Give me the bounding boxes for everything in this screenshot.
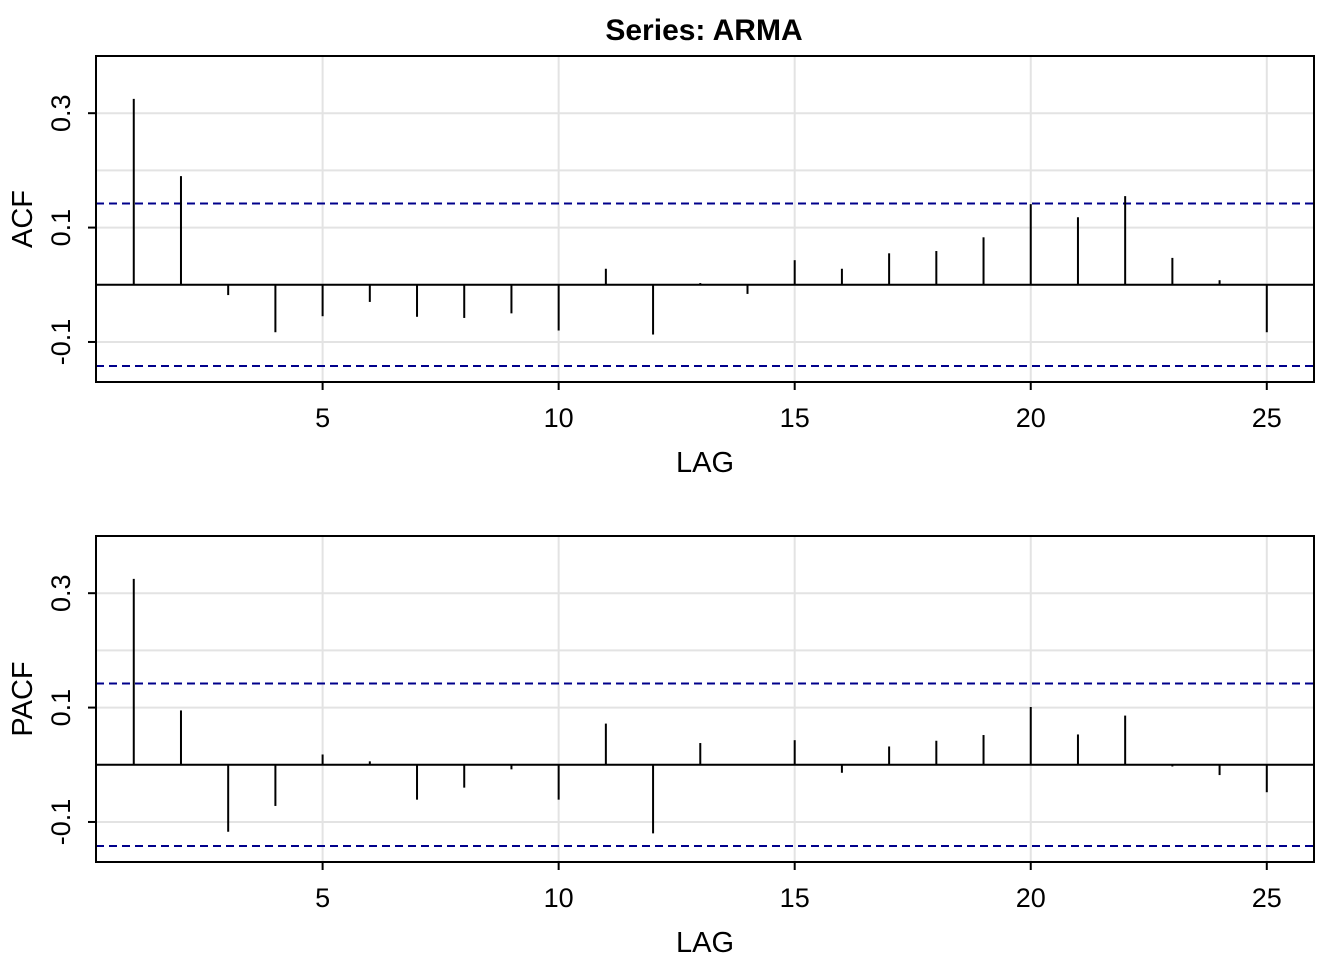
pacf-ytick-label: 0.3 — [46, 574, 76, 612]
acf-xtick-label: 10 — [544, 403, 574, 433]
pacf-ytick-label: 0.1 — [46, 689, 76, 727]
acf-yaxis-label: ACF — [7, 190, 39, 248]
pacf-xtick-label: 25 — [1252, 883, 1282, 913]
acf-ytick-label: -0.1 — [46, 319, 76, 366]
acf-xtick-label: 5 — [315, 403, 330, 433]
acf-xtick-label: 15 — [780, 403, 810, 433]
acf-ytick-label: 0.3 — [46, 94, 76, 132]
acf-xtick-label: 20 — [1016, 403, 1046, 433]
chart-title: Series: ARMA — [605, 14, 802, 47]
acf-plot-frame — [95, 55, 1315, 383]
pacf-ytick-label: -0.1 — [46, 799, 76, 846]
pacf-xtick-label: 5 — [315, 883, 330, 913]
pacf-yaxis-label: PACF — [7, 661, 39, 736]
acf-panel: 5 10 15 20 25 0.3 0.1 -0.1 LAG ACF — [7, 55, 1315, 479]
pacf-plot-frame — [95, 535, 1315, 863]
pacf-xtick-label: 20 — [1016, 883, 1046, 913]
pacf-panel: 5 10 15 20 25 0.3 0.1 -0.1 LAG PACF — [7, 535, 1315, 959]
pacf-xaxis-label: LAG — [676, 927, 734, 959]
pacf-xtick-label: 10 — [544, 883, 574, 913]
pacf-xtick-label: 15 — [780, 883, 810, 913]
acf-ytick-label: 0.1 — [46, 209, 76, 247]
acf-xaxis-label: LAG — [676, 447, 734, 479]
acf-xtick-label: 25 — [1252, 403, 1282, 433]
